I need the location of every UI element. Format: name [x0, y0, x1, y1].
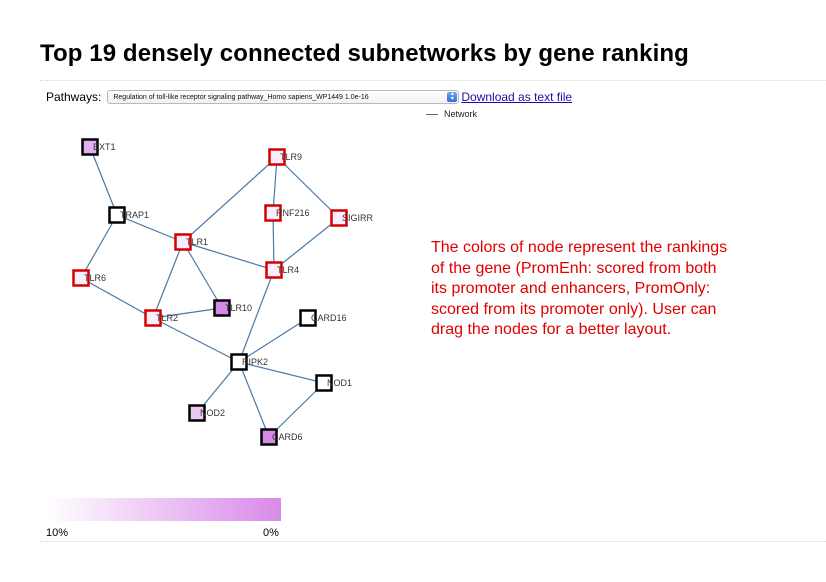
pathway-select[interactable]: Regulation of toll-like receptor signali… [107, 90, 460, 104]
download-text-link[interactable]: Download as text file [461, 90, 573, 104]
node-box[interactable] [108, 206, 126, 224]
node-sigirr[interactable]: SIGIRR [330, 209, 374, 227]
edge-ext1-trap1 [89, 146, 118, 216]
node-label: TLR10 [225, 303, 252, 313]
edge-tlr9-tlr1 [182, 156, 278, 243]
node-box[interactable] [299, 309, 317, 327]
color-scale-left-label: 10% [46, 527, 69, 539]
pathway-row: Pathways: Regulation of toll-like recept… [46, 89, 572, 105]
node-layer: EXT1 TRAP1 TLR9 RNF216 SIGIRR TLR1 TLR4 TLR6 TLR… [72, 138, 374, 446]
node-label: CARD6 [272, 432, 303, 442]
network-legend-label: Network [444, 109, 478, 119]
node-box[interactable] [315, 374, 333, 392]
edge-sigirr-tlr4 [273, 217, 340, 271]
node-label: TLR2 [156, 313, 178, 323]
node-box[interactable] [260, 428, 278, 446]
node-label: TRAP1 [120, 210, 149, 220]
node-tlr1[interactable]: TLR1 [174, 233, 209, 251]
node-tlr4[interactable]: TLR4 [265, 261, 300, 279]
node-label: TLR1 [186, 237, 208, 247]
node-nod2[interactable]: NOD2 [188, 404, 226, 422]
node-tlr10[interactable]: TLR10 [213, 299, 253, 317]
node-label: TLR9 [280, 152, 302, 162]
pathway-select-value: Regulation of toll-like receptor signali… [113, 94, 369, 101]
node-box[interactable] [144, 309, 162, 327]
node-tlr9[interactable]: TLR9 [268, 148, 303, 166]
node-box[interactable] [81, 138, 99, 156]
edge-tlr1-tlr10 [182, 241, 223, 309]
edge-trap1-tlr6 [80, 214, 118, 279]
node-card16[interactable]: CARD16 [299, 309, 347, 327]
bottom-divider [40, 541, 826, 542]
node-tlr2[interactable]: TLR2 [144, 309, 179, 327]
node-label: SIGIRR [342, 213, 374, 223]
node-rnf216[interactable]: RNF216 [264, 204, 310, 222]
node-card6[interactable]: CARD6 [260, 428, 303, 446]
edge-trap1-tlr1 [116, 214, 184, 243]
edge-nod1-card6 [268, 382, 325, 438]
node-label: RIPK2 [242, 357, 268, 367]
edge-tlr9-rnf216 [272, 156, 278, 214]
node-label: RNF216 [276, 208, 310, 218]
top-divider [40, 80, 826, 81]
node-box[interactable] [188, 404, 206, 422]
edge-tlr1-tlr2 [152, 241, 184, 319]
node-box[interactable] [174, 233, 192, 251]
node-box[interactable] [213, 299, 231, 317]
network-legend: Network [426, 109, 477, 119]
node-box[interactable] [72, 269, 90, 287]
node-nod1[interactable]: NOD1 [315, 374, 353, 392]
edge-tlr2-ripk2 [152, 317, 240, 363]
node-ripk2[interactable]: RIPK2 [230, 353, 269, 371]
info-text: The colors of node represent the ranking… [431, 239, 728, 339]
network-legend-line-icon [426, 113, 438, 115]
node-box[interactable] [268, 148, 286, 166]
node-tlr6[interactable]: TLR6 [72, 269, 107, 287]
edge-ripk2-nod1 [238, 361, 325, 384]
edge-tlr9-sigirr [276, 156, 340, 219]
edge-layer [80, 146, 340, 438]
edge-tlr1-tlr4 [182, 241, 275, 271]
node-label: NOD2 [200, 408, 225, 418]
node-label: CARD16 [311, 313, 347, 323]
edge-ripk2-card6 [238, 361, 270, 438]
color-scale-right-label: 0% [263, 527, 279, 539]
node-box[interactable] [265, 261, 283, 279]
node-ext1[interactable]: EXT1 [81, 138, 116, 156]
edge-tlr4-ripk2 [238, 269, 275, 363]
edge-card16-ripk2 [238, 317, 309, 363]
node-label: TLR6 [84, 273, 106, 283]
node-trap1[interactable]: TRAP1 [108, 206, 150, 224]
node-box[interactable] [264, 204, 282, 222]
edge-tlr2-tlr10 [152, 307, 223, 319]
edge-tlr6-tlr2 [80, 277, 154, 319]
node-label: NOD1 [327, 378, 352, 388]
page-title: Top 19 densely connected subnetworks by … [40, 40, 689, 67]
color-scale-bar [46, 498, 281, 521]
node-label: TLR4 [277, 265, 299, 275]
pathways-label: Pathways: [46, 90, 102, 104]
node-label: EXT1 [93, 142, 116, 152]
node-box[interactable] [230, 353, 248, 371]
edge-rnf216-tlr4 [272, 212, 275, 271]
select-arrows-icon[interactable]: ▴ ▾ [447, 91, 458, 102]
node-box[interactable] [330, 209, 348, 227]
